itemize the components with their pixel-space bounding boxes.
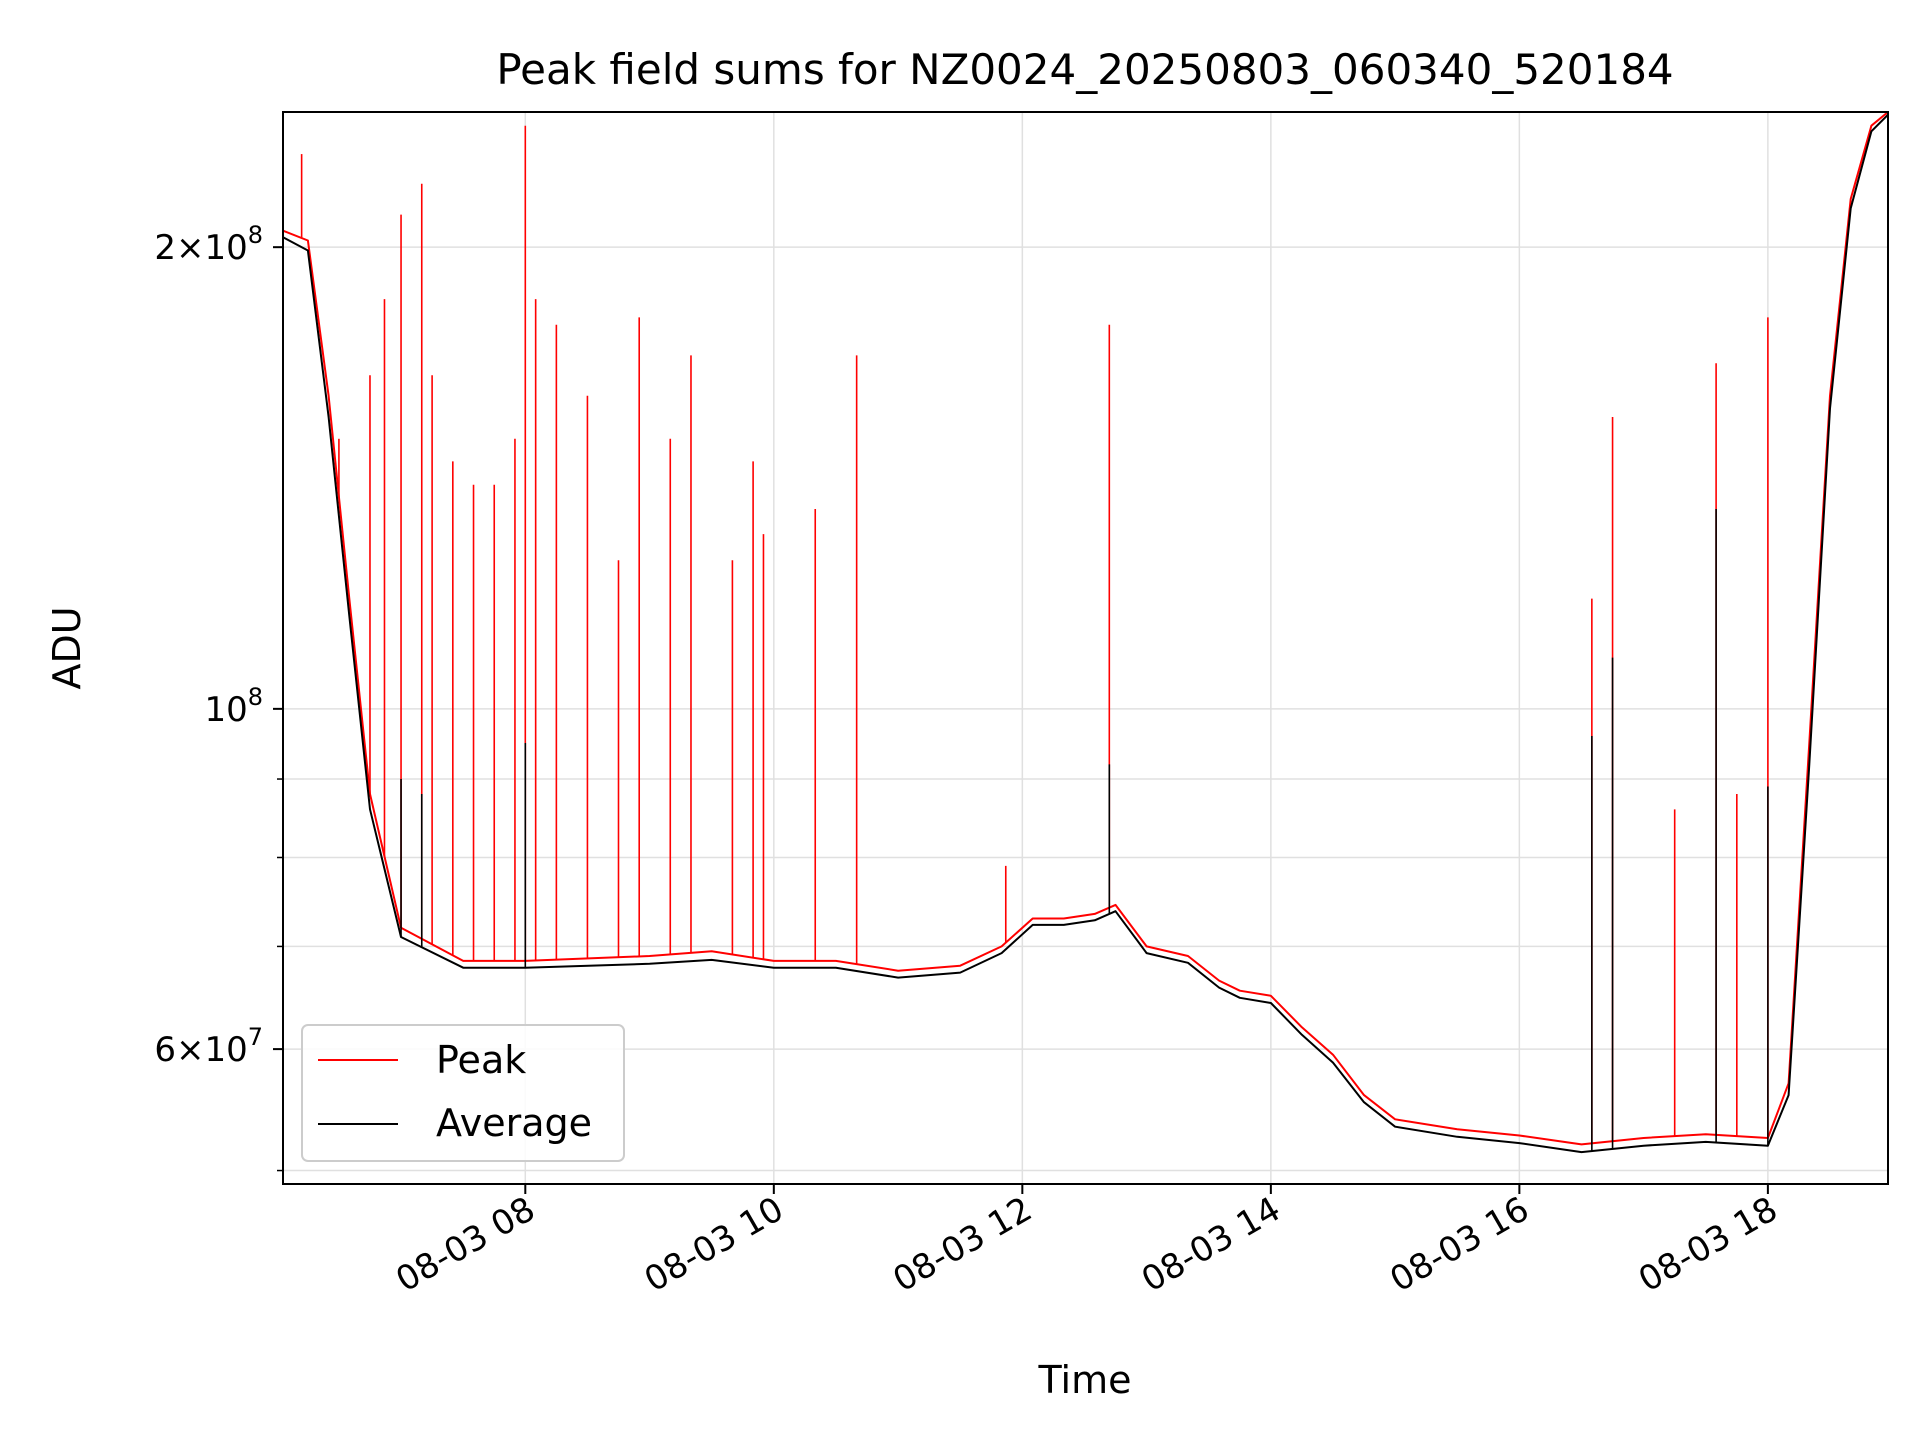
legend-label-peak: Peak xyxy=(436,1038,526,1082)
series-line-average xyxy=(283,113,1888,1154)
plot-frame xyxy=(282,111,1889,1185)
x-axis-label: Time xyxy=(1038,1358,1132,1402)
chart-title: Peak field sums for NZ0024_20250803_0603… xyxy=(496,45,1673,94)
y-axis-ticks: 6×107 108 2×108 xyxy=(154,221,283,1172)
y-tick-label: 108 xyxy=(204,683,263,730)
y-tick-label: 2×108 xyxy=(154,221,263,268)
legend: Peak Average xyxy=(301,1024,625,1162)
y-tick-label: 6×107 xyxy=(154,1023,263,1070)
grid-lines xyxy=(283,112,1888,1184)
plot-area xyxy=(283,112,1888,1154)
legend-label-average: Average xyxy=(436,1101,592,1145)
y-axis-label: ADU xyxy=(45,606,89,689)
series-line-peak xyxy=(283,112,1888,1146)
